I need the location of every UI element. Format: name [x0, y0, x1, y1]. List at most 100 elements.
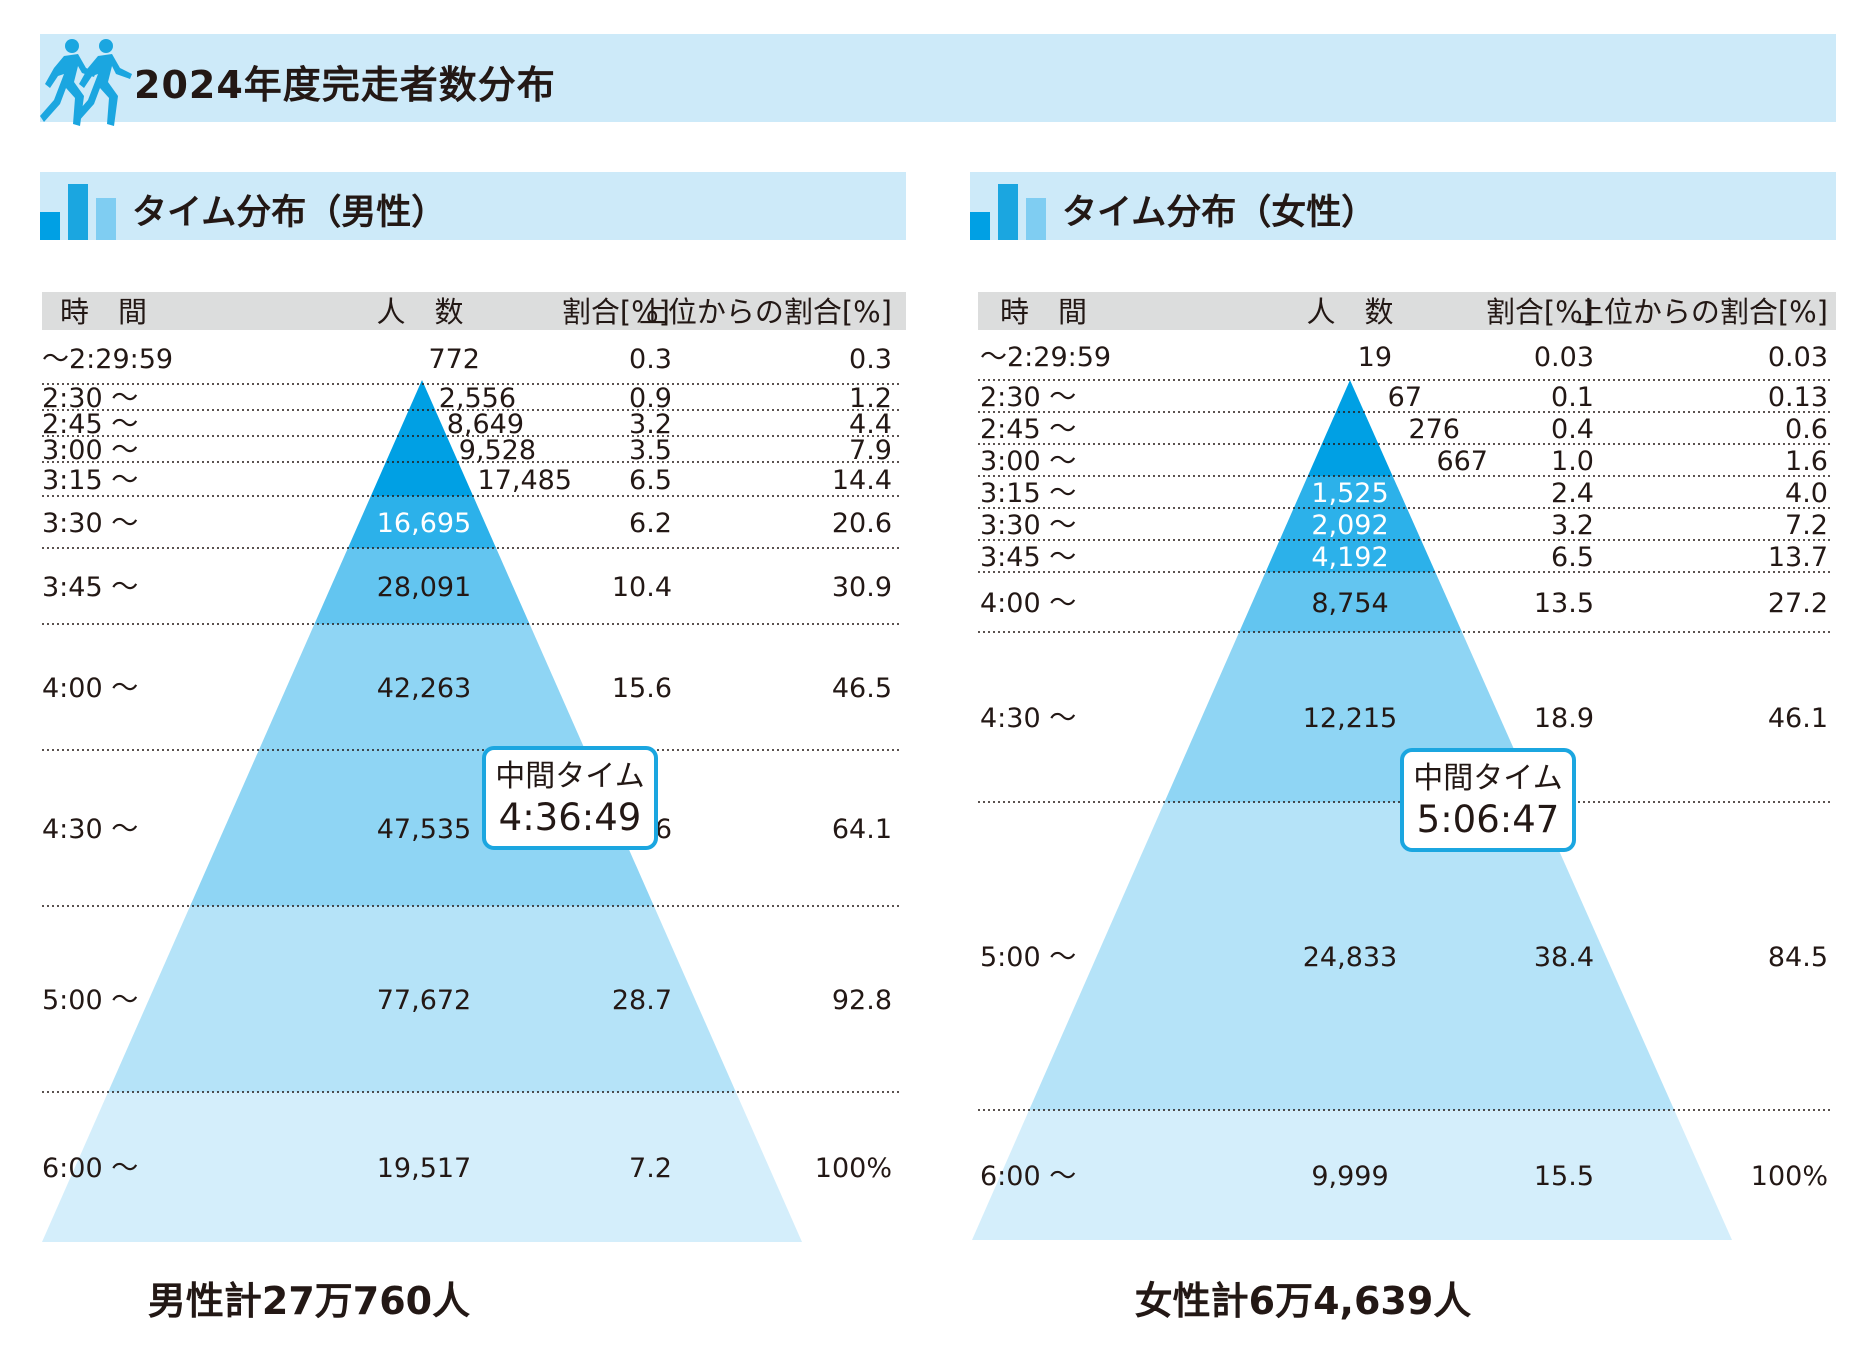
female-column-header: 割合[%]: [1486, 295, 1594, 329]
female-cell-time: 2:45 ～: [980, 414, 1076, 445]
male-cell-time: 2:45 ～: [42, 409, 138, 440]
male-cell-cum: 46.5: [832, 673, 892, 704]
female-cell-time: 3:15 ～: [980, 478, 1076, 509]
bar-chart-icon: [40, 184, 116, 240]
female-median-box: 中間タイム 5:06:47: [1400, 748, 1576, 852]
female-time-distribution-chart: 時 間 人 数 割合[%]上位からの割合[%] ～2:29:59 19 0.03 0.03 2…: [972, 292, 1836, 1240]
female-total: 女性計6万4,639人: [1134, 1279, 1472, 1323]
female-cell-pct: 1.0: [1551, 446, 1594, 477]
male-cell-pct: 3.2: [629, 409, 672, 440]
female-cell-count: 2,092: [1311, 510, 1388, 541]
female-cell-time: 5:00 ～: [980, 942, 1076, 973]
female-cell-cum: 13.7: [1768, 542, 1828, 573]
male-table-header-bg: [42, 292, 906, 330]
female-chart-title: タイム分布（女性）: [1062, 193, 1377, 233]
female-cell-pct: 3.2: [1551, 510, 1594, 541]
main-title-banner: 2024年度完走者数分布: [40, 34, 1836, 126]
female-cell-pct: 0.03: [1534, 342, 1594, 373]
male-cell-pct: 3.5: [629, 435, 672, 466]
male-column-header: 割合[%]: [562, 295, 670, 329]
male-cell-time: 5:00 ～: [42, 985, 138, 1016]
male-column-header: 時 間: [60, 295, 147, 329]
female-cell-cum: 4.0: [1785, 478, 1828, 509]
female-cell-count: 1,525: [1311, 478, 1388, 509]
male-cell-pct: 0.9: [629, 383, 672, 414]
female-cell-time: ～2:29:59: [980, 342, 1111, 373]
male-median-time: 4:36:49: [498, 796, 642, 839]
female-cell-count: 667: [1436, 446, 1488, 477]
female-cell-time: 6:00 ～: [980, 1161, 1076, 1192]
male-cell-count: 772: [428, 344, 480, 375]
female-cell-pct: 0.4: [1551, 414, 1594, 445]
female-panel: タイム分布（女性） 時 間 人 数 割合[%] 上位からの割合[%] ～2:29:59 1…: [970, 172, 1836, 1323]
female-cell-cum: 100%: [1751, 1161, 1828, 1192]
male-time-distribution-chart: 時 間 人 数 割合[%]上位からの割合[%] ～2:29:59 772 0.3 0.3 2:…: [42, 292, 906, 1242]
female-pyramid-band: [972, 1110, 1732, 1240]
female-cell-count: 4,192: [1311, 542, 1388, 573]
male-cell-cum: 7.9: [849, 435, 892, 466]
page-title: 2024年度完走者数分布: [134, 63, 556, 107]
male-cell-count: 42,263: [377, 673, 471, 704]
male-cell-count: 8,649: [447, 409, 524, 440]
female-cell-time: 3:45 ～: [980, 542, 1076, 573]
female-cell-count: 24,833: [1303, 942, 1397, 973]
male-cell-time: 2:30 ～: [42, 383, 138, 414]
male-cell-pct: 10.4: [612, 572, 672, 603]
male-cell-time: 3:15 ～: [42, 465, 138, 496]
male-cell-time: 3:45 ～: [42, 572, 138, 603]
male-cell-count: 16,695: [377, 508, 471, 539]
male-cell-count: 47,535: [377, 814, 471, 845]
male-cell-count: 2,556: [439, 383, 516, 414]
male-cell-cum: 100%: [815, 1153, 892, 1184]
male-cell-pct: 28.7: [612, 985, 672, 1016]
male-cell-pct: 6.5: [629, 465, 672, 496]
male-cell-time: ～2:29:59: [42, 344, 173, 375]
female-cell-cum: 7.2: [1785, 510, 1828, 541]
female-cell-time: 3:00 ～: [980, 446, 1076, 477]
female-cell-time: 4:00 ～: [980, 588, 1076, 619]
female-cell-cum: 27.2: [1768, 588, 1828, 619]
female-cell-pct: 6.5: [1551, 542, 1594, 573]
female-table-header-bg: [978, 292, 1836, 330]
female-cell-pct: 38.4: [1534, 942, 1594, 973]
male-chart-title: タイム分布（男性）: [132, 193, 447, 233]
male-cell-cum: 4.4: [849, 409, 892, 440]
female-column-header: 人 数: [1306, 295, 1393, 329]
female-cell-pct: 2.4: [1551, 478, 1594, 509]
female-cell-pct: 15.5: [1534, 1161, 1594, 1192]
male-pyramid-band: [42, 1092, 802, 1242]
female-cell-pct: 0.1: [1551, 382, 1594, 413]
male-pyramid-band: [42, 496, 802, 548]
runners-icon: [40, 39, 132, 126]
female-cell-time: 2:30 ～: [980, 382, 1076, 413]
female-cell-count: 8,754: [1311, 588, 1388, 619]
male-median-label: 中間タイム: [495, 759, 645, 794]
female-cell-count: 9,999: [1311, 1161, 1388, 1192]
male-cell-cum: 30.9: [832, 572, 892, 603]
male-cell-count: 17,485: [478, 465, 572, 496]
female-cell-time: 3:30 ～: [980, 510, 1076, 541]
male-cell-time: 3:00 ～: [42, 435, 138, 466]
male-cell-pct: 7.2: [629, 1153, 672, 1184]
female-cell-pct: 18.9: [1534, 703, 1594, 734]
male-cell-time: 6:00 ～: [42, 1153, 138, 1184]
female-pyramid-band: [972, 476, 1732, 572]
female-median-time: 5:06:47: [1416, 798, 1560, 841]
female-cell-pct: 13.5: [1534, 588, 1594, 619]
male-median-box: 中間タイム 4:36:49: [482, 746, 658, 850]
male-cell-pct: 6.2: [629, 508, 672, 539]
bar-chart-icon: [970, 184, 1046, 240]
female-column-header: 上位からの割合[%]: [1575, 295, 1828, 329]
female-cell-cum: 0.6: [1785, 414, 1828, 445]
male-cell-pct: 0.3: [629, 344, 672, 375]
female-cell-count: 12,215: [1303, 703, 1397, 734]
female-cell-cum: 46.1: [1768, 703, 1828, 734]
female-pyramid-band: [972, 572, 1732, 632]
female-cell-time: 4:30 ～: [980, 703, 1076, 734]
male-cell-cum: 14.4: [832, 465, 892, 496]
female-cell-count: 19: [1358, 342, 1392, 373]
male-panel: タイム分布（男性） 時 間 人 数 割合[%] 上位からの割合[%] ～2:29:59 7…: [40, 172, 906, 1323]
male-cell-cum: 64.1: [832, 814, 892, 845]
male-cell-pct: 15.6: [612, 673, 672, 704]
female-column-header: 時 間: [1000, 295, 1087, 329]
